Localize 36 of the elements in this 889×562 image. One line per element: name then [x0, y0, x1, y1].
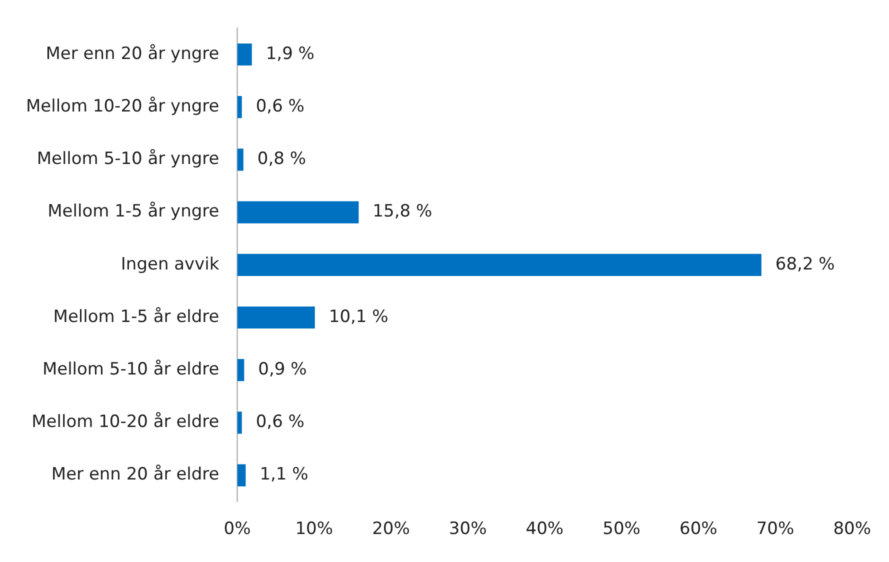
- x-tick-label: 50%: [602, 519, 640, 540]
- x-tick-label: 10%: [295, 519, 334, 540]
- data-label: 0,8 %: [257, 149, 306, 170]
- data-label: 68,2 %: [775, 254, 835, 274]
- y-tick-label: Mellom 1-5 år eldre: [53, 306, 220, 327]
- y-tick-label: Mellom 10-20 år eldre: [32, 412, 220, 432]
- y-tick-label: Mellom 1-5 år yngre: [48, 202, 220, 222]
- data-label: 0,6 %: [256, 96, 304, 117]
- bar: [237, 43, 252, 66]
- y-tick-label: Mer enn 20 år yngre: [46, 44, 220, 64]
- bar: [237, 96, 242, 118]
- y-tick-label: Ingen avvik: [120, 254, 220, 274]
- data-label: 0,6 %: [256, 412, 304, 432]
- bar: [237, 359, 244, 382]
- data-label: 10,1 %: [328, 306, 388, 327]
- bar: [237, 412, 242, 434]
- x-tick-label: 20%: [372, 519, 410, 540]
- bar: [237, 254, 762, 276]
- y-tick-label: Mer enn 20 år eldre: [51, 464, 220, 485]
- y-tick-label: Mellom 10-20 år yngre: [26, 96, 220, 117]
- y-tick-label: Mellom 5-10 år yngre: [36, 149, 220, 170]
- x-tick-label: 30%: [448, 519, 487, 540]
- x-tick-label: 70%: [756, 519, 794, 540]
- bar: [237, 306, 315, 329]
- x-tick-label: 0%: [224, 519, 251, 540]
- bar: [237, 464, 246, 486]
- data-label: 1,9 %: [266, 44, 314, 64]
- x-tick-label: 60%: [679, 519, 718, 540]
- bar: [237, 201, 359, 224]
- y-tick-label: Mellom 5-10 år eldre: [42, 360, 220, 380]
- bar: [237, 148, 244, 171]
- data-label: 0,9 %: [258, 360, 307, 380]
- data-label: 15,8 %: [372, 202, 432, 222]
- data-label: 1,1 %: [260, 464, 308, 485]
- x-tick-label: 40%: [526, 519, 564, 540]
- x-tick-label: 80%: [833, 519, 872, 540]
